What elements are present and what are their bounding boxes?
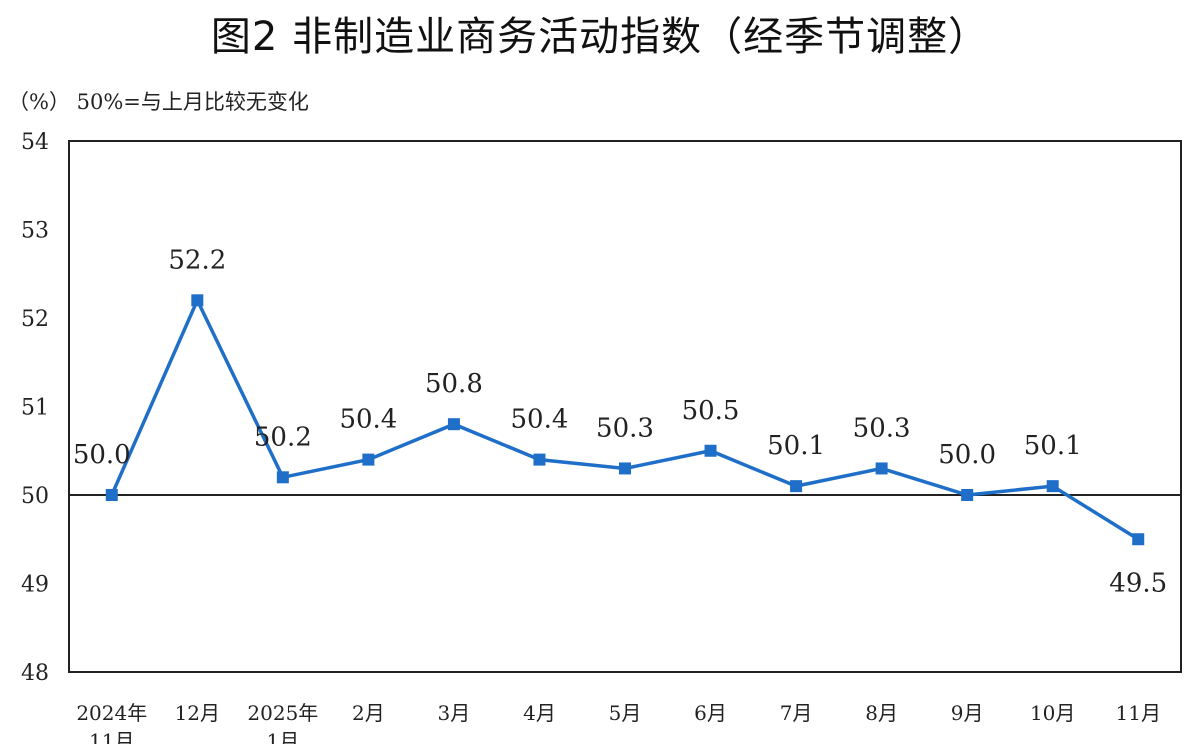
- x-tick-label: 9月: [951, 701, 984, 725]
- x-tick-label: 8月: [865, 701, 898, 725]
- x-tick-label: 2025年: [247, 701, 318, 725]
- x-tick-label: 12月: [175, 701, 220, 725]
- unit-note: （%） 50%=与上月比较无变化: [8, 90, 309, 114]
- y-tick-label: 50: [21, 484, 49, 509]
- chart-title: 图2 非制造业商务活动指数（经季节调整）: [210, 14, 990, 60]
- data-label: 50.0: [73, 440, 131, 470]
- x-tick-label: 3月: [438, 701, 471, 725]
- y-tick-label: 49: [21, 573, 49, 598]
- data-label: 50.1: [1024, 431, 1082, 461]
- data-point: [362, 453, 375, 466]
- data-point: [961, 489, 974, 501]
- data-point: [447, 418, 460, 431]
- x-tick-label: 11月: [89, 729, 134, 744]
- x-tick-label: 5月: [609, 701, 642, 725]
- y-tick-label: 54: [21, 130, 49, 155]
- data-point: [276, 471, 289, 484]
- data-label: 50.4: [511, 405, 569, 435]
- x-tick-label: 11月: [1116, 701, 1161, 725]
- data-label: 50.0: [938, 440, 996, 470]
- data-point: [790, 480, 803, 493]
- y-tick-label: 51: [21, 396, 49, 421]
- x-tick-label: 10月: [1030, 701, 1075, 725]
- data-point: [1132, 533, 1145, 546]
- data-point: [875, 462, 888, 475]
- data-point: [191, 294, 204, 307]
- data-label: 49.5: [1109, 568, 1167, 598]
- y-tick-label: 48: [21, 661, 49, 686]
- x-tick-label: 2024年: [76, 701, 147, 725]
- x-tick-label: 2月: [352, 701, 385, 725]
- y-tick-label: 52: [21, 307, 49, 332]
- data-point: [704, 444, 717, 457]
- x-tick-label: 1月: [266, 729, 299, 744]
- data-label: 50.8: [425, 369, 483, 399]
- data-label: 50.5: [682, 396, 740, 426]
- data-label: 50.1: [767, 431, 825, 461]
- x-tick-label: 7月: [780, 701, 813, 725]
- x-tick-label: 4月: [523, 701, 556, 725]
- data-label: 52.2: [168, 245, 226, 275]
- data-point: [105, 489, 118, 501]
- data-label: 50.4: [339, 405, 397, 435]
- y-tick-label: 53: [21, 219, 49, 244]
- x-tick-label: 6月: [694, 701, 727, 725]
- data-label: 50.2: [254, 422, 312, 452]
- data-label: 50.3: [596, 413, 654, 443]
- data-label: 50.3: [853, 413, 911, 443]
- data-point: [1046, 480, 1059, 493]
- data-point: [533, 453, 546, 466]
- data-point: [619, 462, 631, 475]
- plot-frame: [68, 140, 1182, 673]
